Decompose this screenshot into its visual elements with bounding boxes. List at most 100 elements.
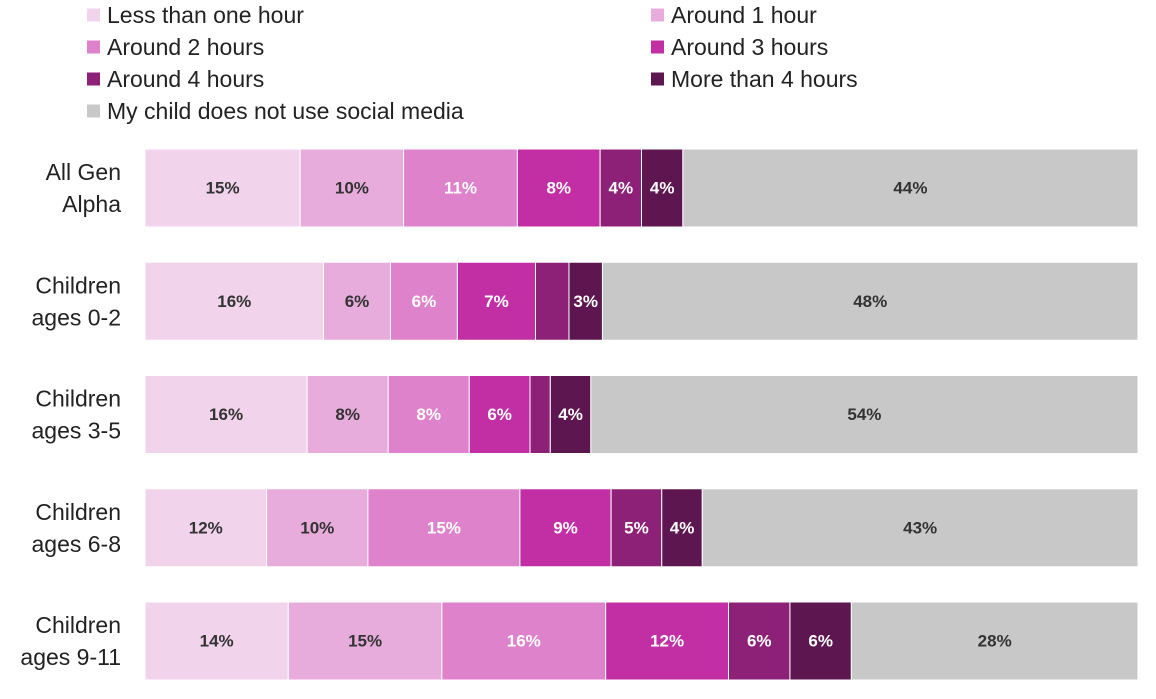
bar-segment-around-2-hours bbox=[403, 148, 518, 228]
legend-swatch bbox=[87, 72, 100, 86]
data-label: 28% bbox=[978, 632, 1012, 651]
data-label: 14% bbox=[200, 632, 234, 651]
bar-segment-around-4-hours bbox=[599, 148, 642, 228]
bar-segment-less-than-one-hour bbox=[144, 375, 308, 454]
bar-row-all-gen-alpha: 15% 10% 11% 8% 4% 4% 44% bbox=[144, 148, 1139, 228]
category-label-line: ages 9-11 bbox=[20, 644, 121, 670]
bars: 15% 10% 11% 8% 4% 4% 44% 16% 6% 6% 7% 3% 48% 16% 8% 8% 6… bbox=[144, 148, 1139, 681]
category-label-line: ages 3-5 bbox=[31, 418, 121, 444]
data-label: 6% bbox=[345, 292, 370, 311]
bar-segment-less-than-one-hour bbox=[144, 261, 325, 341]
bar-segment-around-4-hours bbox=[728, 601, 791, 681]
data-label: 5% bbox=[624, 518, 649, 537]
category-label-children-ages-3-5: Children ages 3-5 bbox=[31, 386, 121, 444]
legend-swatch bbox=[651, 8, 664, 22]
category-label-children-ages-0-2: Children ages 0-2 bbox=[31, 272, 121, 330]
data-label: 3% bbox=[573, 292, 598, 311]
data-label: 6% bbox=[412, 292, 437, 311]
bar-row-children-ages-0-2: 16% 6% 6% 7% 3% 48% bbox=[144, 261, 1139, 341]
data-label: 9% bbox=[553, 518, 578, 537]
legend-label: More than 4 hours bbox=[671, 66, 858, 92]
legend-swatch bbox=[87, 40, 100, 54]
bar-segment-my-child-does-not-use-social-media bbox=[701, 488, 1139, 568]
legend-item-less-than-one-hour: Less than one hour bbox=[87, 2, 304, 28]
bar-segment-around-1-hour bbox=[299, 148, 405, 228]
category-label-line: Children bbox=[35, 272, 121, 298]
category-label-children-ages-9-11: Children ages 9-11 bbox=[20, 612, 121, 670]
bar-row-children-ages-3-5: 16% 8% 8% 6% 4% 54% bbox=[144, 375, 1139, 454]
legend-item-around-2-hours: Around 2 hours bbox=[87, 34, 264, 60]
category-labels: All Gen Alpha Children ages 0-2 Children ages… bbox=[20, 159, 121, 670]
bar-segment-around-3-hours bbox=[468, 375, 531, 454]
category-label-line: Alpha bbox=[62, 191, 121, 217]
category-label-children-ages-6-8: Children ages 6-8 bbox=[31, 499, 121, 557]
legend-label: Around 4 hours bbox=[107, 66, 264, 92]
bar-row-children-ages-9-11: 14% 15% 16% 12% 6% 6% 28% bbox=[144, 601, 1139, 681]
legend-label: My child does not use social media bbox=[107, 98, 464, 124]
legend-item-around-1-hour: Around 1 hour bbox=[651, 2, 817, 28]
legend-label: Around 3 hours bbox=[671, 34, 828, 60]
bar-segment-around-1-hour bbox=[287, 601, 443, 681]
data-label: 54% bbox=[847, 405, 881, 424]
legend-label: Around 2 hours bbox=[107, 34, 264, 60]
data-label: 15% bbox=[206, 179, 240, 198]
bar-segment-around-3-hours bbox=[516, 148, 601, 228]
bar-segment-my-child-does-not-use-social-media bbox=[601, 261, 1139, 341]
legend-item-my-child-does-not-use-social-media: My child does not use social media bbox=[87, 98, 464, 124]
data-label: 8% bbox=[546, 179, 571, 198]
bar-segment-less-than-one-hour bbox=[144, 148, 301, 228]
bar-segment-around-2-hours bbox=[389, 261, 458, 341]
bar-segment-around-2-hours bbox=[367, 488, 521, 568]
category-label-line: ages 0-2 bbox=[31, 304, 121, 330]
data-label: 48% bbox=[853, 292, 887, 311]
bar-segment-my-child-does-not-use-social-media bbox=[850, 601, 1139, 681]
data-label: 12% bbox=[650, 632, 684, 651]
data-label: 6% bbox=[808, 632, 833, 651]
category-label-line: Children bbox=[35, 499, 121, 525]
category-label-line: All Gen bbox=[46, 159, 121, 185]
data-label: 15% bbox=[348, 632, 382, 651]
data-label: 4% bbox=[650, 179, 675, 198]
bar-segment-more-than-4-hours bbox=[661, 488, 703, 568]
legend-label: Around 1 hour bbox=[671, 2, 817, 28]
data-label: 8% bbox=[416, 405, 441, 424]
data-label: 15% bbox=[427, 518, 461, 537]
bar-segment-around-1-hour bbox=[323, 261, 391, 341]
data-label: 44% bbox=[893, 179, 927, 198]
legend-swatch bbox=[87, 104, 100, 118]
bar-segment-around-3-hours bbox=[519, 488, 612, 568]
legend-item-around-4-hours: Around 4 hours bbox=[87, 66, 264, 92]
category-label-line: ages 6-8 bbox=[31, 531, 121, 557]
data-label: 16% bbox=[217, 292, 251, 311]
category-label-line: Children bbox=[35, 386, 121, 412]
data-label: 4% bbox=[609, 179, 634, 198]
legend-swatch bbox=[651, 40, 664, 54]
bar-segment-less-than-one-hour bbox=[144, 488, 268, 568]
bar-row-children-ages-6-8: 12% 10% 15% 9% 5% 4% 43% bbox=[144, 488, 1139, 568]
bar-segment-less-than-one-hour bbox=[144, 601, 289, 681]
bar-segment-more-than-4-hours bbox=[549, 375, 592, 454]
category-label-line: Children bbox=[35, 612, 121, 638]
bar-segment-around-1-hour bbox=[266, 488, 369, 568]
bar-segment-around-4-hours bbox=[529, 375, 551, 454]
data-label: 43% bbox=[903, 518, 937, 537]
category-label-all-gen-alpha: All Gen Alpha bbox=[46, 159, 122, 217]
bar-segment-around-4-hours bbox=[535, 261, 570, 341]
bar-segment-my-child-does-not-use-social-media bbox=[682, 148, 1139, 228]
data-label: 16% bbox=[507, 632, 541, 651]
data-label: 7% bbox=[484, 292, 509, 311]
legend-item-around-3-hours: Around 3 hours bbox=[651, 34, 828, 60]
bar-segment-my-child-does-not-use-social-media bbox=[590, 375, 1139, 454]
data-label: 10% bbox=[335, 179, 369, 198]
data-label: 12% bbox=[189, 518, 223, 537]
data-label: 4% bbox=[670, 518, 695, 537]
legend-swatch bbox=[87, 8, 100, 22]
data-label: 8% bbox=[335, 405, 360, 424]
legend-swatch bbox=[651, 72, 664, 86]
legend-item-more-than-4-hours: More than 4 hours bbox=[651, 66, 858, 92]
legend-label: Less than one hour bbox=[107, 2, 304, 28]
data-label: 4% bbox=[558, 405, 583, 424]
data-label: 10% bbox=[300, 518, 334, 537]
